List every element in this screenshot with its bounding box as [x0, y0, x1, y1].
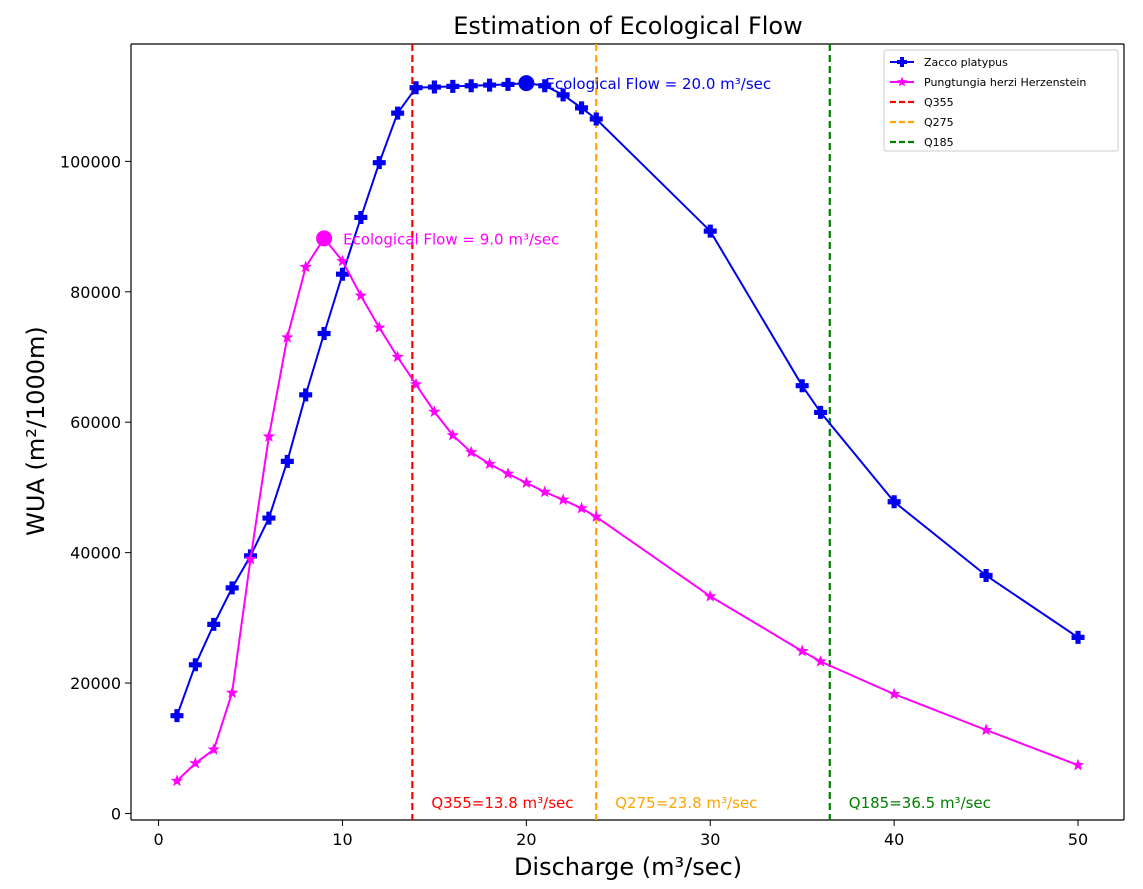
data-point [501, 77, 515, 91]
data-point [336, 254, 349, 267]
x-tick-label: 20 [516, 830, 536, 849]
series-line-0 [176, 82, 1079, 717]
data-point [501, 467, 515, 479]
data-point [428, 405, 441, 418]
y-tick-label: 60000 [70, 413, 121, 432]
x-tick-label: 40 [884, 830, 904, 849]
x-tick-label: 30 [700, 830, 720, 849]
x-axis-label: Discharge (m³/sec) [514, 853, 742, 881]
legend-box [883, 49, 1119, 152]
y-axis-label: WUA (m²/1000m) [22, 326, 50, 536]
data-point [575, 501, 588, 514]
legend-label: Q355 [924, 96, 954, 109]
data-point [354, 289, 368, 301]
data-point [317, 327, 331, 341]
data-point [391, 106, 405, 120]
data-point [373, 321, 386, 333]
data-point [1071, 758, 1085, 771]
data-point [538, 79, 552, 93]
x-tick-label: 0 [153, 830, 163, 849]
data-point [372, 156, 386, 170]
series-line-1 [176, 236, 1079, 782]
vline-label-q185: Q185=36.5 m³/sec [849, 794, 991, 812]
peak-annotation: Ecological Flow = 20.0 m³/sec [545, 75, 771, 93]
peak-marker [316, 230, 333, 247]
data-point [465, 445, 478, 458]
data-point [703, 224, 717, 238]
x-tick-label: 50 [1068, 830, 1088, 849]
data-point [575, 101, 589, 115]
data-point [483, 78, 497, 92]
data-point [207, 743, 220, 755]
data-point [280, 454, 294, 468]
data-point [446, 428, 459, 441]
data-point [887, 495, 901, 509]
data-point [556, 88, 570, 102]
plot-area: 0 10 20 30 40 50 0 20000 40000 60000 80000 100000 Q3… [60, 43, 1125, 849]
data-point [590, 510, 603, 523]
legend-marker-plus [897, 57, 907, 67]
legend-label: Zacco platypus [924, 56, 1008, 69]
vline-label-q355: Q355=13.8 m³/sec [431, 794, 573, 812]
data-point [979, 723, 993, 736]
data-point [1071, 630, 1085, 644]
data-point [189, 756, 202, 769]
data-point [225, 686, 239, 699]
data-point [589, 112, 603, 126]
data-point [464, 79, 478, 93]
data-point [483, 457, 496, 470]
y-tick-label: 0 [111, 804, 121, 823]
data-point [391, 350, 404, 363]
legend-label: Q275 [924, 116, 954, 129]
y-tick-label: 100000 [60, 152, 121, 171]
data-point [427, 80, 441, 94]
data-point [225, 581, 239, 595]
peak-marker [518, 75, 535, 92]
vline-label-q275: Q275=23.8 m³/sec [615, 794, 757, 812]
legend-label: Pungtungia herzi Herzenstein [924, 76, 1086, 89]
data-point [979, 568, 993, 582]
data-point [299, 388, 313, 402]
legend-label: Q185 [924, 136, 954, 149]
data-point [556, 493, 570, 506]
data-point [170, 774, 184, 787]
chart-title: Estimation of Ecological Flow [453, 12, 802, 40]
data-point [538, 485, 551, 498]
data-point [704, 589, 717, 602]
data-point [446, 79, 460, 93]
data-point [207, 617, 221, 631]
data-point [409, 377, 423, 390]
data-point [354, 210, 368, 224]
data-point [814, 405, 828, 419]
y-tick-label: 20000 [70, 674, 121, 693]
data-point [795, 379, 809, 393]
data-point [335, 267, 349, 281]
peak-annotation: Ecological Flow = 9.0 m³/sec [343, 230, 559, 248]
legend-marker-star [896, 76, 908, 87]
data-point [262, 511, 276, 525]
data-point [281, 330, 294, 343]
y-tick-label: 80000 [70, 283, 121, 302]
data-point [244, 552, 257, 565]
data-point [814, 655, 827, 667]
data-point [170, 709, 184, 723]
y-tick-label: 40000 [70, 544, 121, 563]
data-point [262, 430, 276, 442]
data-point [520, 476, 533, 489]
x-tick-label: 10 [332, 830, 352, 849]
data-point [188, 658, 202, 672]
data-point [796, 644, 809, 657]
data-point [887, 687, 901, 700]
data-point [409, 81, 423, 95]
data-point [299, 260, 312, 273]
